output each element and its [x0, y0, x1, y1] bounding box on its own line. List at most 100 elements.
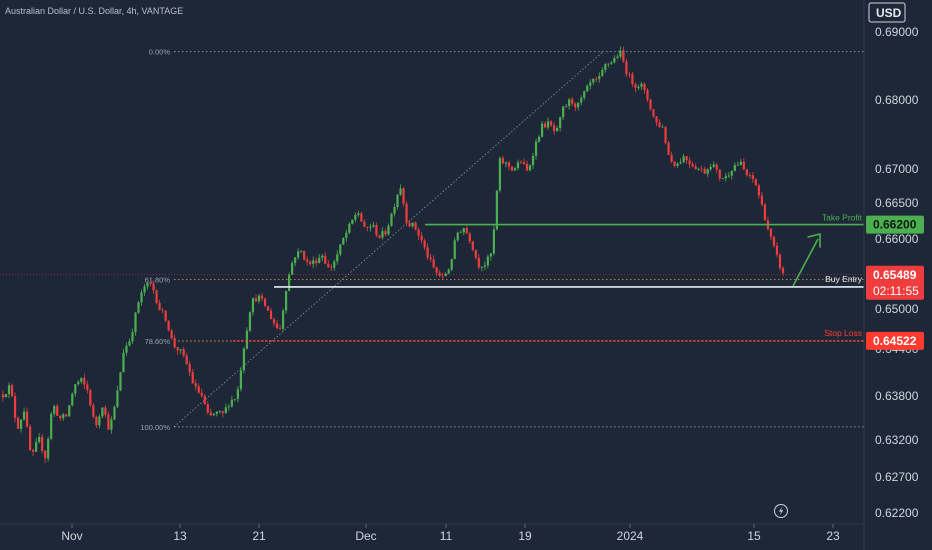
fib-trend-line[interactable] [173, 51, 604, 428]
candle [254, 294, 258, 303]
candle [378, 234, 381, 240]
candle [468, 231, 471, 245]
candle [80, 377, 83, 384]
candle [727, 172, 730, 178]
candle [300, 250, 303, 254]
candle [598, 72, 601, 83]
candle [149, 280, 152, 287]
candle [571, 96, 574, 107]
candle [227, 404, 230, 412]
price-tick-label: 0.62200 [875, 506, 919, 520]
candle [625, 58, 628, 78]
candle [35, 437, 38, 452]
candle [179, 349, 182, 354]
candle [709, 163, 712, 172]
fib-level-label: 0.00% [149, 48, 171, 57]
candle [122, 348, 125, 373]
candle [577, 102, 580, 111]
candle [516, 159, 520, 171]
candle [375, 222, 378, 238]
candle [634, 82, 637, 93]
candle [360, 211, 363, 222]
buy-entry-label: Buy Entry [825, 274, 863, 284]
candle [92, 402, 95, 419]
candle [676, 162, 679, 168]
candle [498, 156, 502, 193]
candle [309, 260, 312, 266]
projection-arrow[interactable] [792, 233, 821, 287]
time-tick-label: 21 [252, 529, 266, 543]
candle [760, 192, 764, 207]
candle [649, 98, 652, 111]
candle [345, 229, 348, 242]
candle [324, 251, 327, 265]
candle [206, 401, 209, 415]
trade-levels[interactable]: Take Profit Buy Entry Stop Loss [0, 213, 864, 342]
candle [191, 368, 194, 384]
candle [134, 311, 137, 336]
take-profit-label: Take Profit [822, 213, 863, 223]
candle [387, 223, 390, 236]
price-tick-label: 0.66500 [875, 196, 919, 210]
candle [402, 187, 405, 207]
candle [224, 403, 227, 414]
candle [607, 63, 610, 68]
candle [342, 237, 345, 246]
time-axis[interactable]: Nov 13 21 Dec 11 19 2024 15 23 [61, 524, 840, 543]
candle [664, 126, 667, 145]
candle [712, 161, 715, 168]
candle [245, 327, 249, 350]
candle [432, 255, 435, 269]
candle [152, 280, 155, 294]
candle [89, 388, 92, 407]
candle [522, 158, 526, 165]
candle [170, 329, 173, 341]
candle [209, 408, 212, 416]
candle [233, 398, 236, 402]
candle [679, 158, 682, 165]
candle [610, 61, 613, 65]
candle [4, 393, 8, 398]
candle [592, 78, 595, 86]
candle [631, 71, 634, 87]
candle [483, 261, 486, 271]
candle [486, 254, 489, 269]
currency-box[interactable] [868, 2, 906, 23]
candle [673, 160, 676, 168]
candle [19, 418, 23, 433]
candle [16, 416, 20, 430]
candle [691, 161, 694, 168]
candle [477, 254, 480, 270]
candle [754, 178, 757, 187]
candle [128, 338, 131, 347]
candle [447, 268, 450, 275]
candle [450, 258, 453, 272]
time-tick-label: Dec [355, 529, 376, 543]
candle [613, 55, 616, 64]
candle-countdown: 02:11:55 [873, 284, 919, 298]
lightning-icon[interactable] [774, 504, 788, 518]
candle [56, 403, 59, 416]
candle [354, 212, 357, 223]
candle [101, 407, 104, 419]
candle [429, 254, 432, 263]
chart-title: Australian Dollar / U.S. Dollar, 4h, VAN… [5, 6, 183, 16]
candle [655, 116, 658, 127]
svg-text:0.65489: 0.65489 [873, 268, 917, 282]
candle [239, 366, 243, 392]
time-tick-label: Nov [61, 529, 82, 543]
candle [65, 413, 68, 417]
candle [435, 266, 438, 277]
stop-loss-label: Stop Loss [824, 328, 862, 338]
price-tick-label: 0.68000 [875, 93, 919, 107]
candle [670, 151, 673, 164]
time-tick-label: 15 [747, 529, 761, 543]
candle [284, 290, 288, 314]
candle [221, 410, 224, 418]
candle [586, 84, 589, 92]
price-axis[interactable]: 0.69000 0.68000 0.67000 0.66500 0.66000 0.650… [875, 25, 919, 520]
candle [348, 222, 351, 235]
candle [176, 346, 179, 355]
time-tick-label: 19 [518, 529, 532, 543]
